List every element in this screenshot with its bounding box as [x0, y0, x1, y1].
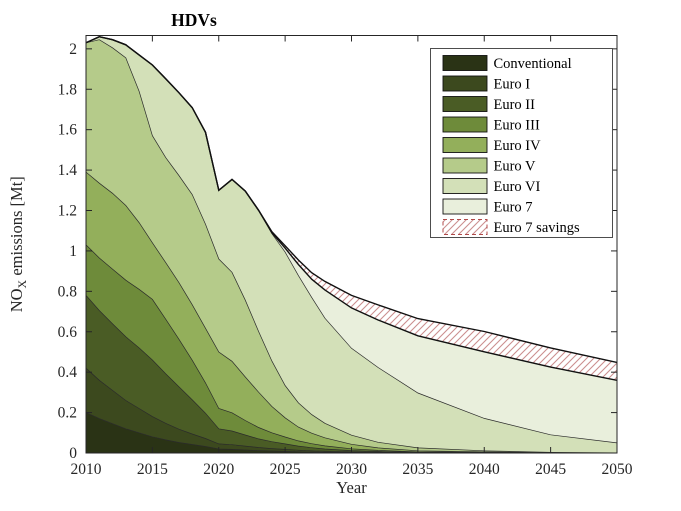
legend-label-euro-vi: Euro VI: [494, 179, 541, 195]
legend-swatch-euro-i: [442, 75, 488, 92]
boundary-line-euro-ii: [86, 295, 617, 453]
envelope-line-baseline: [86, 35, 617, 364]
legend-label-euro-iv: Euro IV: [494, 138, 542, 154]
legend-label-euro-iii: Euro III: [494, 118, 540, 134]
chart-title: HDVs: [171, 10, 217, 30]
x-axis-label: Year: [336, 478, 367, 497]
area-band-conventional: [86, 412, 617, 453]
x-tick-label: 2030: [336, 461, 367, 478]
y-tick-label: 0.2: [58, 405, 77, 422]
y-tick-label: 1.8: [58, 81, 78, 98]
x-tick-label: 2040: [469, 461, 500, 478]
legend-label-conventional: Conventional: [494, 56, 572, 72]
x-tick-label: 2045: [535, 461, 566, 478]
legend-swatch-euro-iii: [442, 116, 488, 133]
y-tick-label: 0.8: [58, 283, 78, 300]
boundary-line-euro-iv: [86, 171, 617, 453]
y-tick-label: 0: [69, 445, 77, 462]
x-tick-label: 2050: [602, 461, 633, 478]
y-axis-label: NOX emissions [Mt]: [7, 176, 29, 312]
y-tick-label: 0.4: [58, 364, 78, 381]
boundary-line-euro-i: [86, 367, 617, 453]
boundary-line-euro-v: [86, 39, 617, 453]
area-band-euro-vi: [86, 36, 617, 453]
y-tick-label: 0.6: [58, 324, 78, 341]
legend-label-euro-ii: Euro II: [494, 97, 536, 113]
legend-swatch-euro-7-savings: [442, 219, 488, 235]
y-tick-label: 1.6: [58, 122, 78, 139]
x-tick-label: 2035: [402, 461, 433, 478]
area-band-euro-v: [86, 39, 617, 453]
boundary-line-euro-iii: [86, 244, 617, 453]
legend-label-euro-i: Euro I: [494, 77, 531, 93]
y-tick-label: 1: [69, 243, 77, 260]
legend-swatch-euro-v: [442, 157, 488, 174]
legend-swatch-euro-vi: [442, 178, 488, 194]
legend-swatch-euro-iv: [442, 137, 488, 153]
y-tick-label: 1.2: [58, 203, 77, 220]
legend-swatch-euro-7: [442, 198, 488, 215]
area-band-euro-iv: [86, 172, 617, 453]
legend-swatch-euro-ii: [442, 96, 488, 112]
legend-label-euro-7-savings: Euro 7 savings: [494, 220, 581, 236]
legend-swatch-conventional: [442, 55, 488, 71]
y-tick-label: 1.4: [58, 162, 78, 179]
x-tick-label: 2015: [137, 461, 168, 478]
x-tick-label: 2010: [71, 461, 102, 478]
stacked-areas: [86, 35, 617, 453]
legend-label-euro-v: Euro V: [494, 159, 537, 175]
area-band-euro-7: [86, 36, 617, 443]
x-tick-label: 2020: [203, 461, 234, 478]
y-tick-label: 2: [69, 41, 77, 58]
legend-label-euro-7: Euro 7: [494, 200, 533, 216]
x-tick-label: 2025: [270, 461, 301, 478]
